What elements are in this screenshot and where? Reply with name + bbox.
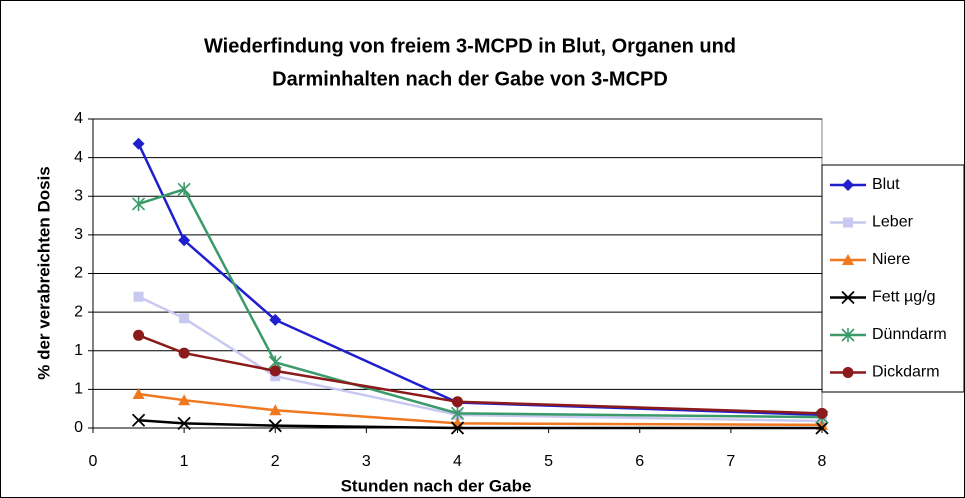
x-tick-label: 5 bbox=[544, 453, 553, 470]
y-tick-label: 1 bbox=[74, 381, 83, 398]
x-tick-label: 0 bbox=[89, 453, 98, 470]
y-tick-label: 0 bbox=[74, 419, 83, 436]
legend-marker bbox=[842, 179, 854, 191]
legend-marker bbox=[843, 217, 853, 228]
marker bbox=[132, 137, 145, 150]
marker bbox=[177, 416, 191, 431]
y-tick-label: 4 bbox=[74, 149, 83, 166]
marker bbox=[450, 421, 465, 435]
x-tick-label: 3 bbox=[362, 453, 371, 470]
marker bbox=[132, 388, 145, 400]
marker bbox=[178, 234, 191, 247]
legend-label: Leber bbox=[872, 214, 914, 231]
marker bbox=[269, 365, 281, 377]
y-tick-label: 3 bbox=[74, 226, 83, 243]
marker bbox=[179, 313, 190, 324]
legend-marker bbox=[841, 328, 855, 342]
y-tick-label: 2 bbox=[74, 303, 83, 320]
legend-label: Fett µg/g bbox=[872, 289, 935, 306]
marker bbox=[450, 406, 465, 421]
y-axis-label: % der verabreichten Dosis bbox=[34, 166, 53, 380]
chart-subtitle: Darminhalten nach der Gabe von 3-MCPD bbox=[272, 68, 668, 90]
legend-label: Dickdarm bbox=[872, 364, 940, 381]
legend-marker bbox=[842, 254, 854, 265]
marker bbox=[133, 291, 144, 302]
marker bbox=[131, 413, 146, 427]
marker bbox=[269, 313, 282, 326]
marker bbox=[815, 421, 829, 435]
x-tick-label: 4 bbox=[453, 453, 462, 470]
legend-marker bbox=[841, 290, 855, 305]
marker bbox=[268, 419, 282, 433]
marker bbox=[133, 329, 145, 341]
x-axis-label: Stunden nach der Gabe bbox=[341, 476, 532, 495]
marker bbox=[269, 404, 282, 416]
x-tick-label: 7 bbox=[726, 453, 735, 470]
marker bbox=[178, 347, 190, 359]
x-tick-label: 1 bbox=[180, 453, 189, 470]
legend-label: Dünndarm bbox=[872, 326, 947, 343]
x-tick-label: 2 bbox=[271, 453, 280, 470]
marker bbox=[131, 196, 146, 211]
chart-title: Wiederfindung von freiem 3-MCPD in Blut,… bbox=[204, 35, 736, 57]
legend-marker bbox=[842, 367, 854, 378]
marker bbox=[177, 182, 191, 197]
y-tick-label: 2 bbox=[74, 265, 83, 282]
y-tick-label: 4 bbox=[74, 110, 83, 127]
legend-label: Blut bbox=[872, 176, 900, 193]
marker bbox=[178, 394, 191, 406]
x-tick-label: 8 bbox=[818, 453, 827, 470]
x-tick-label: 6 bbox=[635, 453, 644, 470]
y-tick-label: 1 bbox=[74, 342, 83, 359]
marker bbox=[816, 407, 828, 419]
legend bbox=[821, 164, 965, 393]
legend-label: Niere bbox=[872, 251, 910, 268]
marker bbox=[452, 396, 463, 408]
y-tick-label: 3 bbox=[74, 187, 83, 204]
